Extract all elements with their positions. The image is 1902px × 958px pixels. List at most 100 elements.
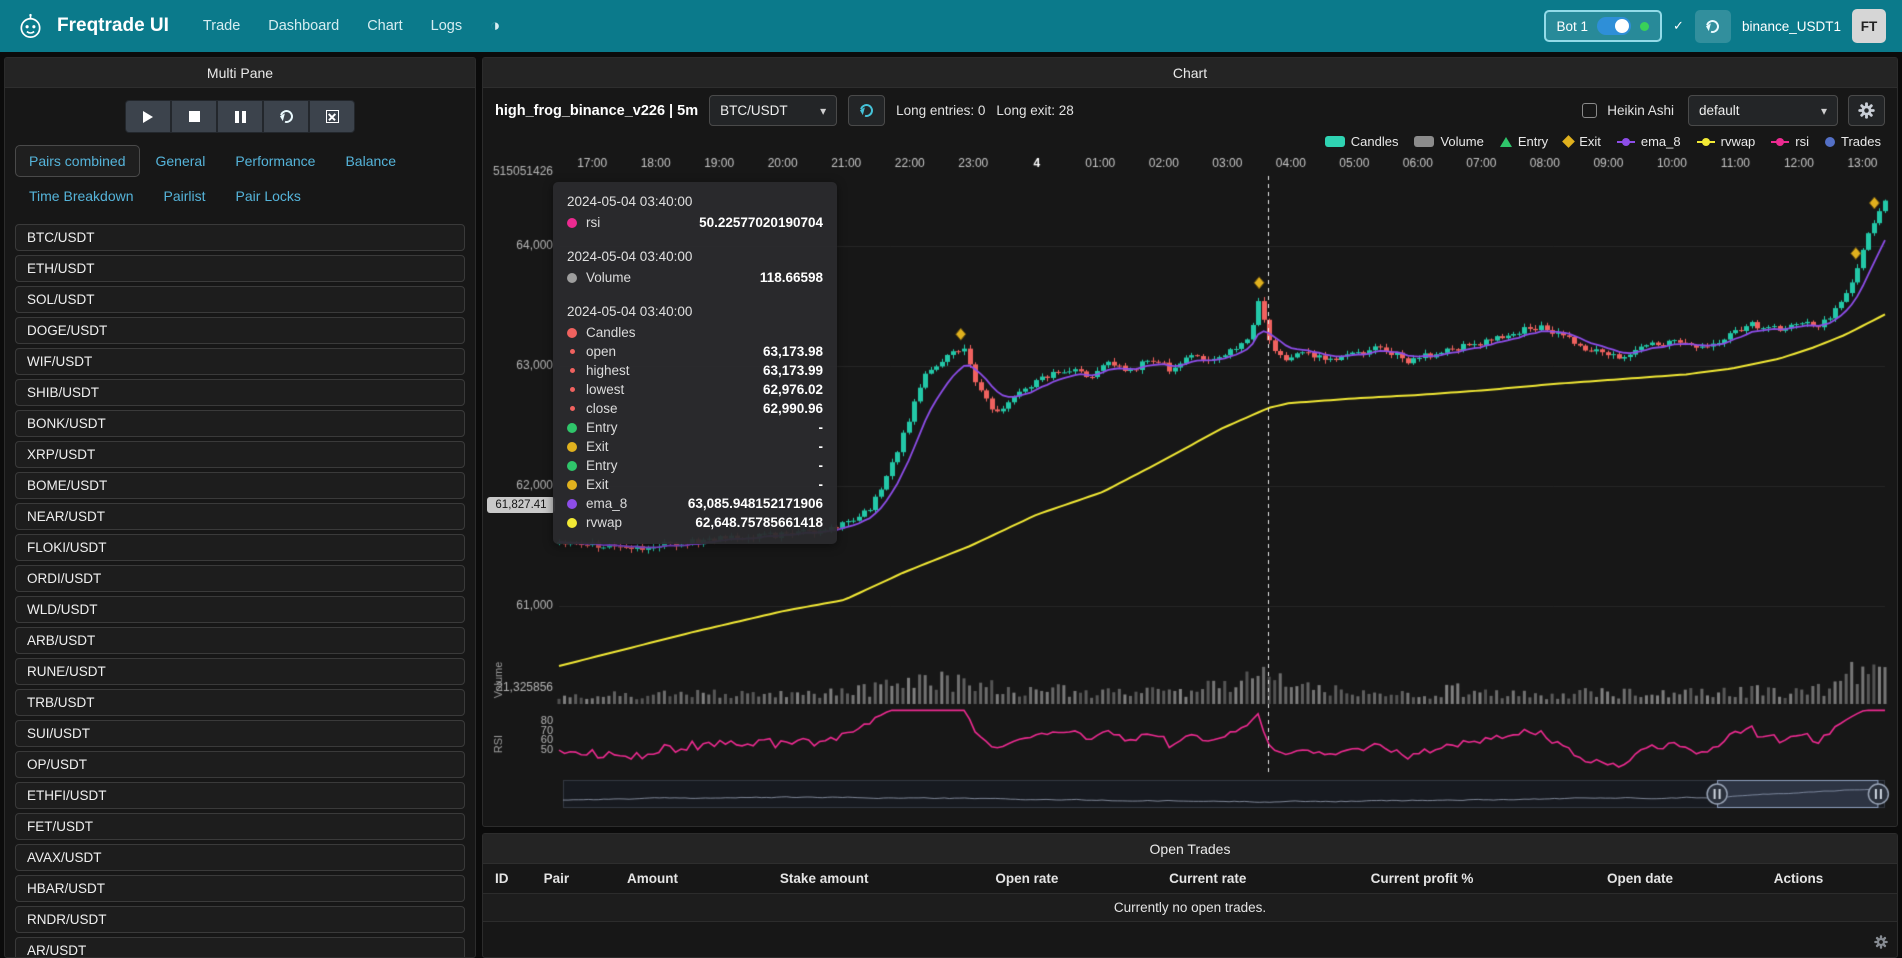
legend-label: rvwap xyxy=(1720,134,1756,149)
pair-list-item[interactable]: SOL/USDT xyxy=(15,286,465,313)
start-bot-button[interactable] xyxy=(125,100,171,133)
pair-list-item[interactable]: TRB/USDT xyxy=(15,689,465,716)
pair-list-item[interactable]: FLOKI/USDT xyxy=(15,534,465,561)
legend-item-ema-8[interactable]: ema_8 xyxy=(1616,134,1681,149)
bot-name: Bot 1 xyxy=(1556,18,1589,34)
column-header-pair[interactable]: Pair xyxy=(543,871,570,886)
tab-balance[interactable]: Balance xyxy=(345,153,397,169)
brand-title: Freqtrade UI xyxy=(57,15,169,36)
bot-toggle[interactable] xyxy=(1597,17,1632,35)
pair-list: BTC/USDT ETH/USDT SOL/USDT DOGE/USDT WIF/USD… xyxy=(5,218,475,957)
column-header-amount[interactable]: Amount xyxy=(627,871,679,886)
pair-list-item[interactable]: RUNE/USDT xyxy=(15,658,465,685)
pair-list-item[interactable]: ARB/USDT xyxy=(15,627,465,654)
tab-pairlist[interactable]: Pairlist xyxy=(163,188,206,204)
theme-toggle-icon[interactable]: ◑ xyxy=(490,16,501,35)
pair-list-item[interactable]: AVAX/USDT xyxy=(15,844,465,871)
plot-config-select[interactable]: default ▾ xyxy=(1688,95,1838,126)
column-header-actions[interactable]: Actions xyxy=(1773,871,1824,886)
plot-settings-button[interactable] xyxy=(1848,95,1885,126)
pair-list-item[interactable]: SUI/USDT xyxy=(15,720,465,747)
pause-icon xyxy=(234,110,246,123)
nav-link-chart[interactable]: Chart xyxy=(367,18,403,34)
legend-marker xyxy=(1825,136,1836,147)
chevron-down-icon: ▾ xyxy=(1820,103,1827,118)
bot-status-dot xyxy=(1640,21,1650,31)
pair-list-item[interactable]: ETH/USDT xyxy=(15,255,465,282)
navbar: Freqtrade UI Trade Dashboard Chart Logs ◑ B… xyxy=(0,0,1902,52)
pair-list-item[interactable]: SHIB/USDT xyxy=(15,379,465,406)
tab-general[interactable]: General xyxy=(155,153,206,169)
column-header-stake-amount[interactable]: Stake amount xyxy=(779,871,869,886)
pair-list-item[interactable]: WLD/USDT xyxy=(15,596,465,623)
axis-pointer-label: 61,827.41 xyxy=(487,496,555,513)
chart-canvas[interactable] xyxy=(483,152,1897,826)
reload-config-button[interactable] xyxy=(263,100,309,133)
refresh-chart-button[interactable] xyxy=(848,95,886,126)
pause-bot-button[interactable] xyxy=(217,100,263,133)
stop-bot-button[interactable] xyxy=(171,100,217,133)
pair-list-item[interactable]: XRP/USDT xyxy=(15,441,465,468)
legend-item-entry[interactable]: Entry xyxy=(1499,134,1548,149)
legend-item-candles[interactable]: Candles xyxy=(1324,134,1399,149)
legend-label: Exit xyxy=(1579,134,1601,149)
strategy-title: high_frog_binance_v226 | 5m xyxy=(495,102,699,119)
tab-performance[interactable]: Performance xyxy=(235,153,316,169)
long-exit-count: Long exit: 28 xyxy=(996,103,1074,118)
pair-list-item[interactable]: BOME/USDT xyxy=(15,472,465,499)
legend-label: Candles xyxy=(1350,134,1399,149)
column-header-open-date[interactable]: Open date xyxy=(1606,871,1673,886)
legend-item-volume[interactable]: Volume xyxy=(1414,134,1484,149)
pair-list-item[interactable]: DOGE/USDT xyxy=(15,317,465,344)
chart-panel-header: Chart xyxy=(483,58,1897,88)
column-header-current-rate[interactable]: Current rate xyxy=(1169,871,1247,886)
cancel-open-orders-button[interactable] xyxy=(309,100,355,133)
nav-link-trade[interactable]: Trade xyxy=(202,18,241,34)
legend-marker xyxy=(1696,137,1715,146)
legend-item-trades[interactable]: Trades xyxy=(1825,134,1881,149)
user-avatar[interactable]: FT xyxy=(1852,9,1886,43)
pair-select[interactable]: BTC/USDT ▾ xyxy=(709,95,838,126)
pair-list-item[interactable]: ETHFI/USDT xyxy=(15,782,465,809)
pair-list-item[interactable]: ORDI/USDT xyxy=(15,565,465,592)
online-check-icon: ✓ xyxy=(1673,18,1684,33)
legend-item-rsi[interactable]: rsi xyxy=(1771,134,1809,149)
column-header-id[interactable]: ID xyxy=(495,871,509,886)
heikin-ashi-checkbox[interactable] xyxy=(1582,103,1598,118)
multi-pane-header: Multi Pane xyxy=(5,58,475,88)
nav-link-logs[interactable]: Logs xyxy=(430,18,463,34)
table-settings-icon[interactable] xyxy=(1874,935,1888,952)
chart-area: 2024-05-04 03:40:00 rsi 50.22577020190704 2… xyxy=(483,152,1897,826)
pair-list-item[interactable]: BTC/USDT xyxy=(15,224,465,251)
cancel-icon xyxy=(325,110,339,123)
tab-time-breakdown[interactable]: Time Breakdown xyxy=(29,188,134,204)
open-trades-header: Open Trades xyxy=(483,834,1897,864)
tab-pairs-combined[interactable]: Pairs combined xyxy=(15,145,140,177)
column-header-current-profit[interactable]: Current profit % xyxy=(1370,871,1474,886)
column-header-open-rate[interactable]: Open rate xyxy=(995,871,1059,886)
legend-item-exit[interactable]: Exit xyxy=(1562,134,1601,149)
pair-list-item[interactable]: BONK/USDT xyxy=(15,410,465,437)
pair-list-item[interactable]: AR/USDT xyxy=(15,937,465,957)
legend-label: rsi xyxy=(1795,134,1810,149)
plot-select-value: default xyxy=(1699,103,1740,118)
legend-label: Trades xyxy=(1841,134,1881,149)
long-entries-count: Long entries: 0 xyxy=(896,103,986,118)
refresh-icon xyxy=(857,101,876,120)
pair-list-item[interactable]: RNDR/USDT xyxy=(15,906,465,933)
reload-data-button[interactable] xyxy=(1694,9,1731,43)
legend-item-rvwap[interactable]: rvwap xyxy=(1696,134,1756,149)
bot-selector[interactable]: Bot 1 xyxy=(1543,10,1663,42)
pair-list-item[interactable]: OP/USDT xyxy=(15,751,465,778)
legend-marker xyxy=(1414,136,1435,147)
play-icon xyxy=(143,110,153,123)
chart-toolbar: high_frog_binance_v226 | 5m BTC/USDT ▾ L… xyxy=(483,88,1897,128)
tab-pair-locks[interactable]: Pair Locks xyxy=(235,188,301,204)
legend-marker xyxy=(1771,137,1790,146)
pair-list-item[interactable]: NEAR/USDT xyxy=(15,503,465,530)
bot-controls xyxy=(5,100,475,133)
pair-list-item[interactable]: FET/USDT xyxy=(15,813,465,840)
pair-list-item[interactable]: WIF/USDT xyxy=(15,348,465,375)
pair-list-item[interactable]: HBAR/USDT xyxy=(15,875,465,902)
nav-link-dashboard[interactable]: Dashboard xyxy=(268,18,340,34)
